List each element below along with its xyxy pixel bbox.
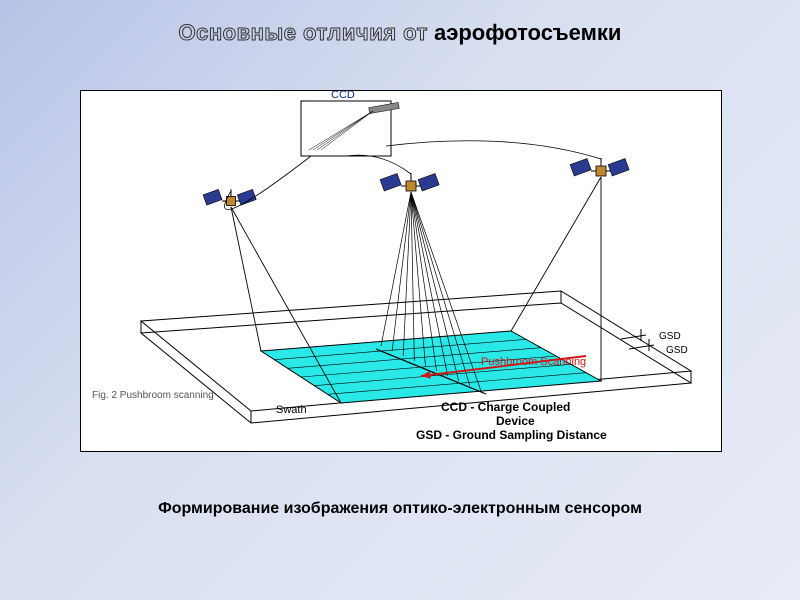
title-outline: Основные отличия от [179, 20, 428, 45]
label-gsd-1: GSD [659, 331, 681, 342]
slide-caption: Формирование изображения оптико-электрон… [0, 500, 800, 518]
label-ccd: CCD [331, 91, 355, 101]
gsd-ticks [621, 329, 654, 351]
figure-number-label: Fig. 2 Pushbroom scanning [92, 390, 214, 401]
slide: Основные отличия от аэрофотосъемки [0, 0, 800, 600]
label-def2: Device [496, 414, 535, 428]
label-pushbroom: Pushbroom Scanning [481, 356, 586, 368]
title-solid: аэрофотосъемки [428, 20, 622, 45]
ccd-inset [225, 101, 601, 210]
slide-title: Основные отличия от аэрофотосъемки [0, 20, 800, 46]
label-gsd-2: GSD [666, 345, 688, 356]
label-def3: GSD - Ground Sampling Distance [416, 428, 607, 442]
label-swath: Swath [276, 404, 307, 416]
label-def1: CCD - Charge Coupled [441, 400, 570, 414]
